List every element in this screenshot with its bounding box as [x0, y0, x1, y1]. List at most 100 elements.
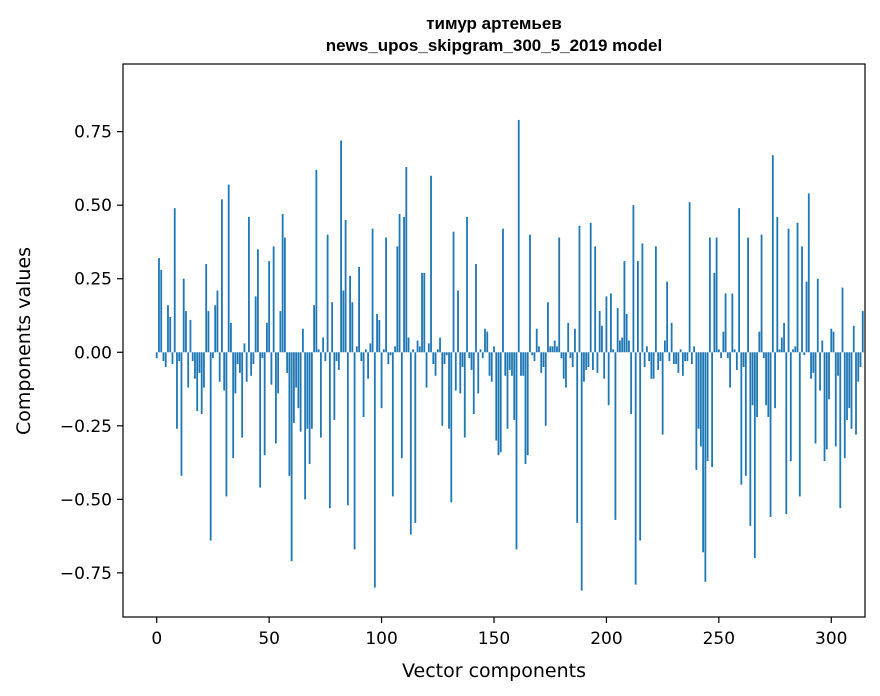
bar — [857, 352, 860, 382]
chart-title-line1: тимур артемьев — [426, 14, 562, 33]
bar — [756, 352, 758, 417]
bar — [654, 246, 657, 353]
bar — [517, 119, 520, 353]
bar — [333, 352, 336, 420]
bar — [744, 352, 747, 476]
bar — [191, 352, 194, 362]
bar — [704, 352, 707, 582]
bar — [841, 287, 844, 353]
bar — [713, 272, 716, 353]
bar — [275, 352, 277, 444]
bar — [490, 352, 493, 382]
bar — [684, 352, 687, 362]
bar — [203, 352, 205, 388]
bar — [747, 237, 749, 353]
bar — [711, 352, 713, 467]
bar — [569, 352, 572, 359]
bar — [695, 352, 698, 470]
bar — [243, 343, 246, 353]
bar — [301, 328, 304, 353]
bar — [198, 352, 201, 373]
bar — [418, 346, 421, 353]
bar — [164, 352, 167, 367]
bar — [497, 352, 500, 456]
x-tick-label: 100 — [365, 629, 397, 649]
bar — [708, 237, 711, 353]
bar — [567, 322, 570, 353]
bar — [637, 261, 639, 353]
bar — [502, 228, 504, 353]
bar — [272, 246, 275, 353]
bar — [628, 340, 630, 353]
bar — [717, 349, 720, 353]
bar — [205, 264, 208, 353]
x-axis-ticks: 0 50 100 150 200 250 300 — [151, 617, 847, 649]
bar — [774, 352, 776, 409]
bar — [468, 352, 471, 359]
bar — [263, 352, 266, 456]
bar — [369, 343, 372, 353]
bar — [614, 352, 617, 520]
bar — [520, 352, 522, 376]
bar — [522, 352, 525, 376]
bar — [250, 352, 253, 376]
bar — [589, 222, 592, 353]
bar — [328, 352, 331, 509]
bar — [353, 352, 356, 550]
bar — [771, 155, 774, 353]
bar — [846, 352, 848, 420]
bar — [726, 352, 729, 359]
bar — [346, 352, 349, 506]
bar — [780, 337, 783, 353]
bar — [425, 352, 428, 388]
bar — [767, 352, 770, 417]
bar — [322, 337, 325, 353]
bar — [551, 346, 554, 353]
bar — [495, 352, 498, 441]
bar — [722, 331, 725, 353]
bar — [834, 352, 837, 447]
bar — [160, 269, 163, 353]
bar — [414, 352, 417, 523]
bar — [751, 352, 754, 406]
bar — [848, 352, 851, 409]
bar — [221, 199, 223, 353]
bar — [697, 352, 700, 429]
bar — [825, 352, 828, 450]
bar — [358, 266, 360, 353]
bar — [234, 352, 237, 394]
bar — [807, 193, 810, 353]
bar — [223, 352, 226, 391]
bar — [798, 352, 801, 497]
bar — [443, 352, 446, 365]
bar — [823, 352, 826, 462]
bar — [389, 352, 392, 356]
bar — [382, 349, 385, 353]
bar — [189, 319, 192, 353]
bar — [248, 216, 250, 353]
bar — [749, 352, 752, 526]
bar — [738, 208, 740, 353]
bar — [227, 184, 230, 353]
bar — [769, 352, 772, 517]
bar — [681, 352, 684, 376]
bar — [310, 352, 313, 429]
bar — [760, 234, 763, 353]
bar — [182, 278, 185, 353]
bar — [652, 352, 655, 379]
x-tick-label: 200 — [590, 629, 622, 649]
bar — [373, 352, 376, 588]
bar — [679, 349, 682, 353]
bar — [279, 311, 282, 353]
bar — [603, 352, 606, 379]
bar — [463, 352, 466, 438]
bar — [407, 337, 410, 353]
bar — [436, 349, 439, 353]
bar — [601, 325, 603, 353]
bar — [623, 261, 626, 353]
bar — [724, 293, 727, 353]
bar — [535, 328, 538, 353]
bar — [319, 352, 322, 438]
bar — [731, 293, 734, 353]
